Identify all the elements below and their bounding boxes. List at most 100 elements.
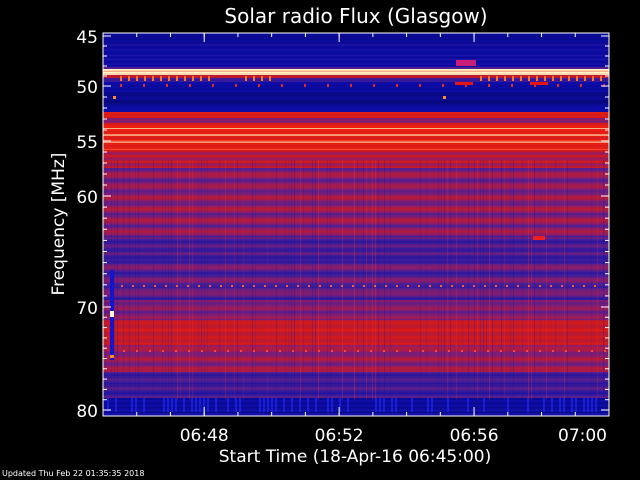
time-streak	[441, 160, 442, 400]
spectrogram-row	[103, 179, 609, 180]
spectrogram-row	[103, 48, 609, 49]
burst-mark	[396, 350, 398, 352]
spectrogram-row	[103, 284, 609, 285]
time-streak	[219, 160, 220, 400]
burst-mark	[370, 350, 372, 352]
spectrogram-row	[103, 231, 609, 232]
time-streak	[114, 160, 115, 400]
spectrogram-row	[103, 91, 609, 92]
time-streak	[474, 160, 475, 400]
x-tick-label: 06:52	[315, 426, 364, 446]
spectrogram-row	[103, 128, 609, 129]
spectrogram-row	[103, 280, 609, 281]
spectrogram-row	[103, 106, 609, 107]
spectrogram-row	[103, 364, 609, 365]
burst-mark	[123, 350, 125, 352]
burst-mark	[315, 398, 317, 412]
time-streak	[555, 160, 556, 400]
time-streak	[603, 160, 604, 400]
spectrogram-row	[103, 209, 609, 210]
burst-mark	[115, 398, 117, 412]
spectrogram-row	[103, 102, 609, 103]
burst-mark	[583, 398, 585, 412]
spectrogram-row	[103, 288, 609, 289]
spectrogram-row	[103, 181, 609, 182]
burst-mark	[120, 84, 122, 87]
burst-mark	[496, 76, 498, 81]
spectrogram-row	[103, 59, 609, 60]
burst-mark	[189, 84, 191, 87]
spectrogram-row	[103, 313, 609, 314]
burst-mark	[552, 350, 554, 352]
spectrogram-row	[103, 195, 609, 196]
spectrogram-row	[103, 318, 609, 319]
spectrogram-row	[103, 115, 609, 116]
spectrogram-row	[103, 96, 609, 97]
burst-mark	[235, 84, 237, 87]
spectrogram-row	[103, 228, 609, 229]
burst-mark	[275, 398, 277, 412]
spectrogram-row	[103, 305, 609, 306]
spectrogram-row	[103, 356, 609, 357]
spectrogram-row	[103, 155, 609, 156]
spectrogram-row	[103, 183, 609, 184]
burst-mark	[121, 285, 123, 287]
time-streak	[372, 160, 373, 400]
burst-mark	[578, 350, 580, 352]
time-streak	[420, 160, 421, 400]
spectrogram-row	[103, 172, 609, 173]
spectrogram-row	[103, 392, 609, 393]
spectrogram-row	[103, 189, 609, 190]
spectrogram-row	[103, 90, 609, 91]
spectrogram-row	[103, 299, 609, 300]
burst-mark	[440, 285, 442, 287]
burst-mark	[422, 350, 424, 352]
time-streak	[378, 160, 379, 400]
spectrogram-row	[103, 414, 609, 415]
spectrogram-row	[103, 160, 609, 161]
spectrogram-row	[103, 381, 609, 382]
spectrogram-row	[103, 347, 609, 348]
spectrogram-row	[103, 137, 609, 138]
burst-mark	[184, 76, 186, 81]
spectrogram-row	[103, 193, 609, 194]
spectrogram-row	[103, 205, 609, 206]
spectrogram-row	[103, 264, 609, 265]
burst-mark	[166, 84, 168, 87]
time-streak	[357, 160, 358, 400]
burst-mark	[136, 76, 138, 81]
spectrogram-row	[103, 384, 609, 385]
spectrogram-row	[103, 41, 609, 42]
burst-mark	[513, 350, 515, 352]
burst-mark	[512, 76, 514, 81]
spectrogram-row	[103, 86, 609, 87]
spectrogram-row	[103, 208, 609, 209]
x-tick-label: 06:56	[450, 426, 499, 446]
burst-mark	[192, 76, 194, 81]
spectrogram-row	[103, 194, 609, 195]
y-tick-label: 50	[76, 78, 98, 98]
spectrogram-row	[103, 88, 609, 89]
spectrogram-row	[103, 377, 609, 378]
spectrogram-row	[103, 131, 609, 132]
time-streak	[207, 160, 208, 400]
y-tick-label: 80	[76, 402, 98, 422]
burst-mark	[467, 398, 469, 412]
spectrogram-row	[103, 53, 609, 54]
spectrogram-row	[103, 287, 609, 288]
time-streak	[384, 160, 385, 400]
spectrogram-row	[103, 262, 609, 263]
spectrogram-row	[103, 367, 609, 368]
spectrogram-row	[103, 409, 609, 410]
burst-mark	[572, 285, 574, 287]
burst-mark	[507, 398, 509, 412]
spectrogram-row	[103, 329, 609, 330]
spectrogram-row	[103, 118, 609, 119]
spectrogram-row	[103, 382, 609, 383]
spectrogram-row	[103, 309, 609, 310]
spectrogram-row	[103, 344, 609, 345]
time-streak	[300, 160, 301, 400]
burst-mark	[592, 76, 594, 81]
spectrogram-row	[103, 154, 609, 155]
y-axis-label: Frequency [MHz]	[49, 153, 69, 296]
